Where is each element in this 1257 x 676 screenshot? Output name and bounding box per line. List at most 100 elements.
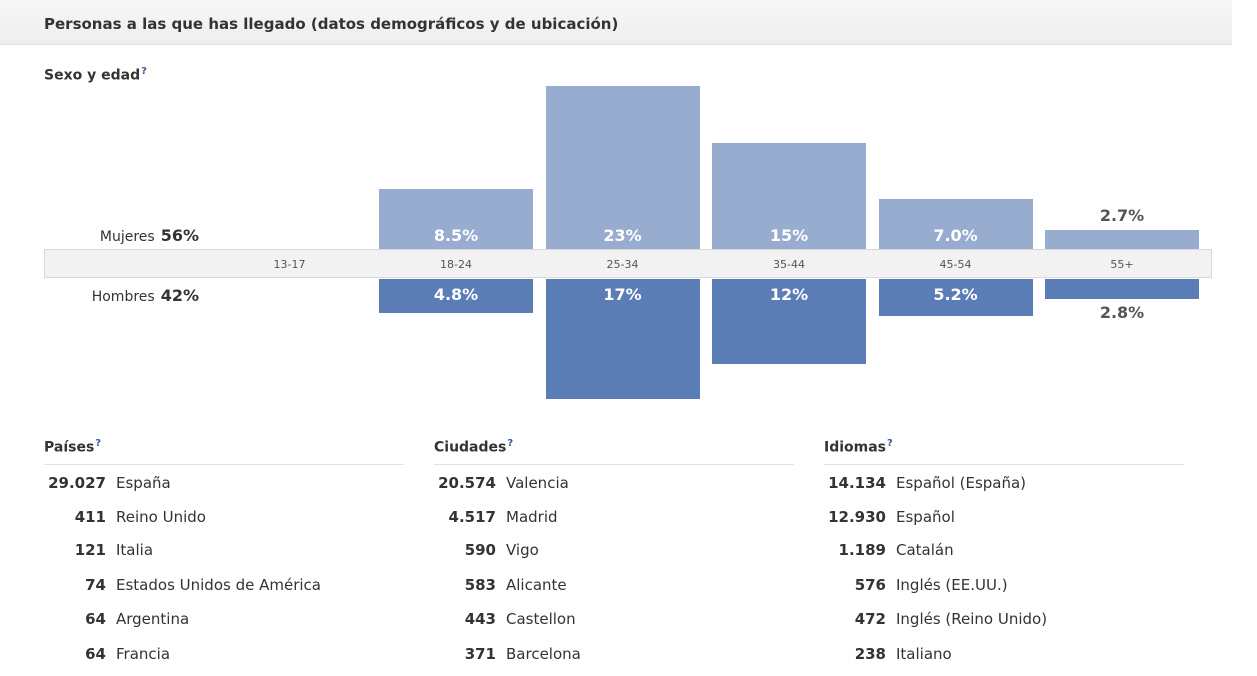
cities-title: Ciudades? xyxy=(434,438,513,456)
language-count: 576 xyxy=(854,576,886,594)
city-row: 443 Castellon xyxy=(434,610,794,630)
men-bar-45-54[interactable] xyxy=(878,279,1033,316)
language-count: 12.930 xyxy=(828,508,886,526)
language-row: 14.134 Español (España) xyxy=(824,474,1184,494)
city-name: Barcelona xyxy=(506,645,581,663)
language-row: 472 Inglés (Reino Unido) xyxy=(824,610,1184,630)
country-count: 74 xyxy=(85,576,106,594)
country-row: 74 Estados Unidos de América xyxy=(44,576,404,596)
country-count: 121 xyxy=(74,541,106,559)
men-bar-55+[interactable] xyxy=(1045,279,1199,299)
city-name: Alicante xyxy=(506,576,567,594)
languages-title: Idiomas? xyxy=(824,438,893,456)
sex-age-title: Sexo y edad? xyxy=(44,66,147,84)
women-value-35-44: 15% xyxy=(769,226,809,245)
women-bar-45-54[interactable] xyxy=(878,199,1033,249)
section-header: Personas a las que has llegado (datos de… xyxy=(0,0,1232,45)
country-name: Reino Unido xyxy=(116,508,206,526)
country-name: Argentina xyxy=(116,610,190,628)
countries-title: Países? xyxy=(44,438,101,456)
age-label-13-17: 13-17 xyxy=(273,258,306,271)
help-icon[interactable]: ? xyxy=(95,438,102,449)
men-label: Hombres xyxy=(91,289,155,305)
section-title: Personas a las que has llegado (datos de… xyxy=(44,15,619,33)
language-count: 14.134 xyxy=(828,474,886,492)
country-count: 64 xyxy=(85,610,106,628)
language-row: 576 Inglés (EE.UU.) xyxy=(824,576,1184,596)
country-row: 64 Argentina xyxy=(44,610,404,630)
city-row: 4.517 Madrid xyxy=(434,508,794,528)
men-value-55+: 2.8% xyxy=(1099,303,1145,322)
women-percentage: 56% xyxy=(160,226,199,245)
city-count: 590 xyxy=(464,541,496,559)
language-row: 238 Italiano xyxy=(824,645,1184,665)
women-label: Mujeres xyxy=(99,229,155,245)
age-axis-band xyxy=(44,249,1212,278)
city-count: 443 xyxy=(464,610,496,628)
age-label-35-44: 35-44 xyxy=(773,258,805,271)
language-row: 1.189 Catalán xyxy=(824,541,1184,561)
city-count: 371 xyxy=(464,645,496,663)
language-name: Inglés (EE.UU.) xyxy=(896,576,1008,594)
language-name: Español xyxy=(896,508,955,526)
country-row: 121 Italia xyxy=(44,541,404,561)
country-name: Estados Unidos de América xyxy=(116,576,321,594)
country-name: Francia xyxy=(116,645,171,663)
divider xyxy=(434,464,794,465)
country-name: Italia xyxy=(116,541,154,559)
language-name: Inglés (Reino Unido) xyxy=(896,610,1048,628)
women-value-25-34: 23% xyxy=(603,226,642,245)
city-row: 371 Barcelona xyxy=(434,645,794,665)
city-count: 20.574 xyxy=(438,474,496,492)
age-label-45-54: 45-54 xyxy=(939,258,972,271)
men-value-35-44: 12% xyxy=(769,285,809,304)
city-name: Castellon xyxy=(506,610,576,628)
country-row: 411 Reino Unido xyxy=(44,508,404,528)
city-count: 583 xyxy=(464,576,496,594)
language-name: Catalán xyxy=(896,541,954,559)
city-row: 583 Alicante xyxy=(434,576,794,596)
men-bar-35-44[interactable] xyxy=(712,279,866,364)
men-legend: Hombres 42% xyxy=(92,286,199,305)
language-count: 472 xyxy=(854,610,886,628)
age-label-18-24: 18-24 xyxy=(440,258,472,271)
country-row: 64 Francia xyxy=(44,645,404,665)
city-name: Madrid xyxy=(506,508,558,526)
men-percentage: 42% xyxy=(160,286,199,305)
language-count: 238 xyxy=(854,645,886,663)
men-value-18-24: 4.8% xyxy=(433,285,479,304)
women-bar-25-34[interactable] xyxy=(545,86,700,249)
language-row: 12.930 Español xyxy=(824,508,1184,528)
help-icon[interactable]: ? xyxy=(507,438,514,449)
language-name: Italiano xyxy=(896,645,952,663)
country-count: 29.027 xyxy=(48,474,106,492)
country-count: 64 xyxy=(85,645,106,663)
city-name: Vigo xyxy=(506,541,539,559)
divider xyxy=(44,464,404,465)
language-name: Español (España) xyxy=(896,474,1027,492)
men-value-45-54: 5.2% xyxy=(933,285,978,304)
age-label-55plus: 55+ xyxy=(1110,258,1134,271)
city-row: 590 Vigo xyxy=(434,541,794,561)
men-bar-18-24[interactable] xyxy=(379,279,533,313)
cities-title-text: Ciudades xyxy=(434,439,507,456)
women-bar-35-44[interactable] xyxy=(712,143,866,249)
country-row: 29.027 España xyxy=(44,474,404,494)
languages-title-text: Idiomas xyxy=(824,439,887,456)
countries-title-text: Países xyxy=(44,439,95,456)
men-bar-25-34[interactable] xyxy=(545,279,700,399)
city-row: 20.574 Valencia xyxy=(434,474,794,494)
language-count: 1.189 xyxy=(838,541,886,559)
women-value-55+: 2.7% xyxy=(1099,206,1145,225)
women-bar-18-24[interactable] xyxy=(379,189,533,249)
divider xyxy=(824,464,1184,465)
women-value-18-24: 8.5% xyxy=(433,226,479,245)
city-count: 4.517 xyxy=(448,508,496,526)
women-bar-55+[interactable] xyxy=(1045,230,1199,249)
help-icon[interactable]: ? xyxy=(141,66,147,77)
age-label-25-34: 25-34 xyxy=(606,258,639,271)
help-icon[interactable]: ? xyxy=(887,438,893,449)
women-value-45-54: 7.0% xyxy=(933,226,978,245)
men-value-25-34: 17% xyxy=(603,285,642,304)
city-name: Valencia xyxy=(506,474,569,492)
